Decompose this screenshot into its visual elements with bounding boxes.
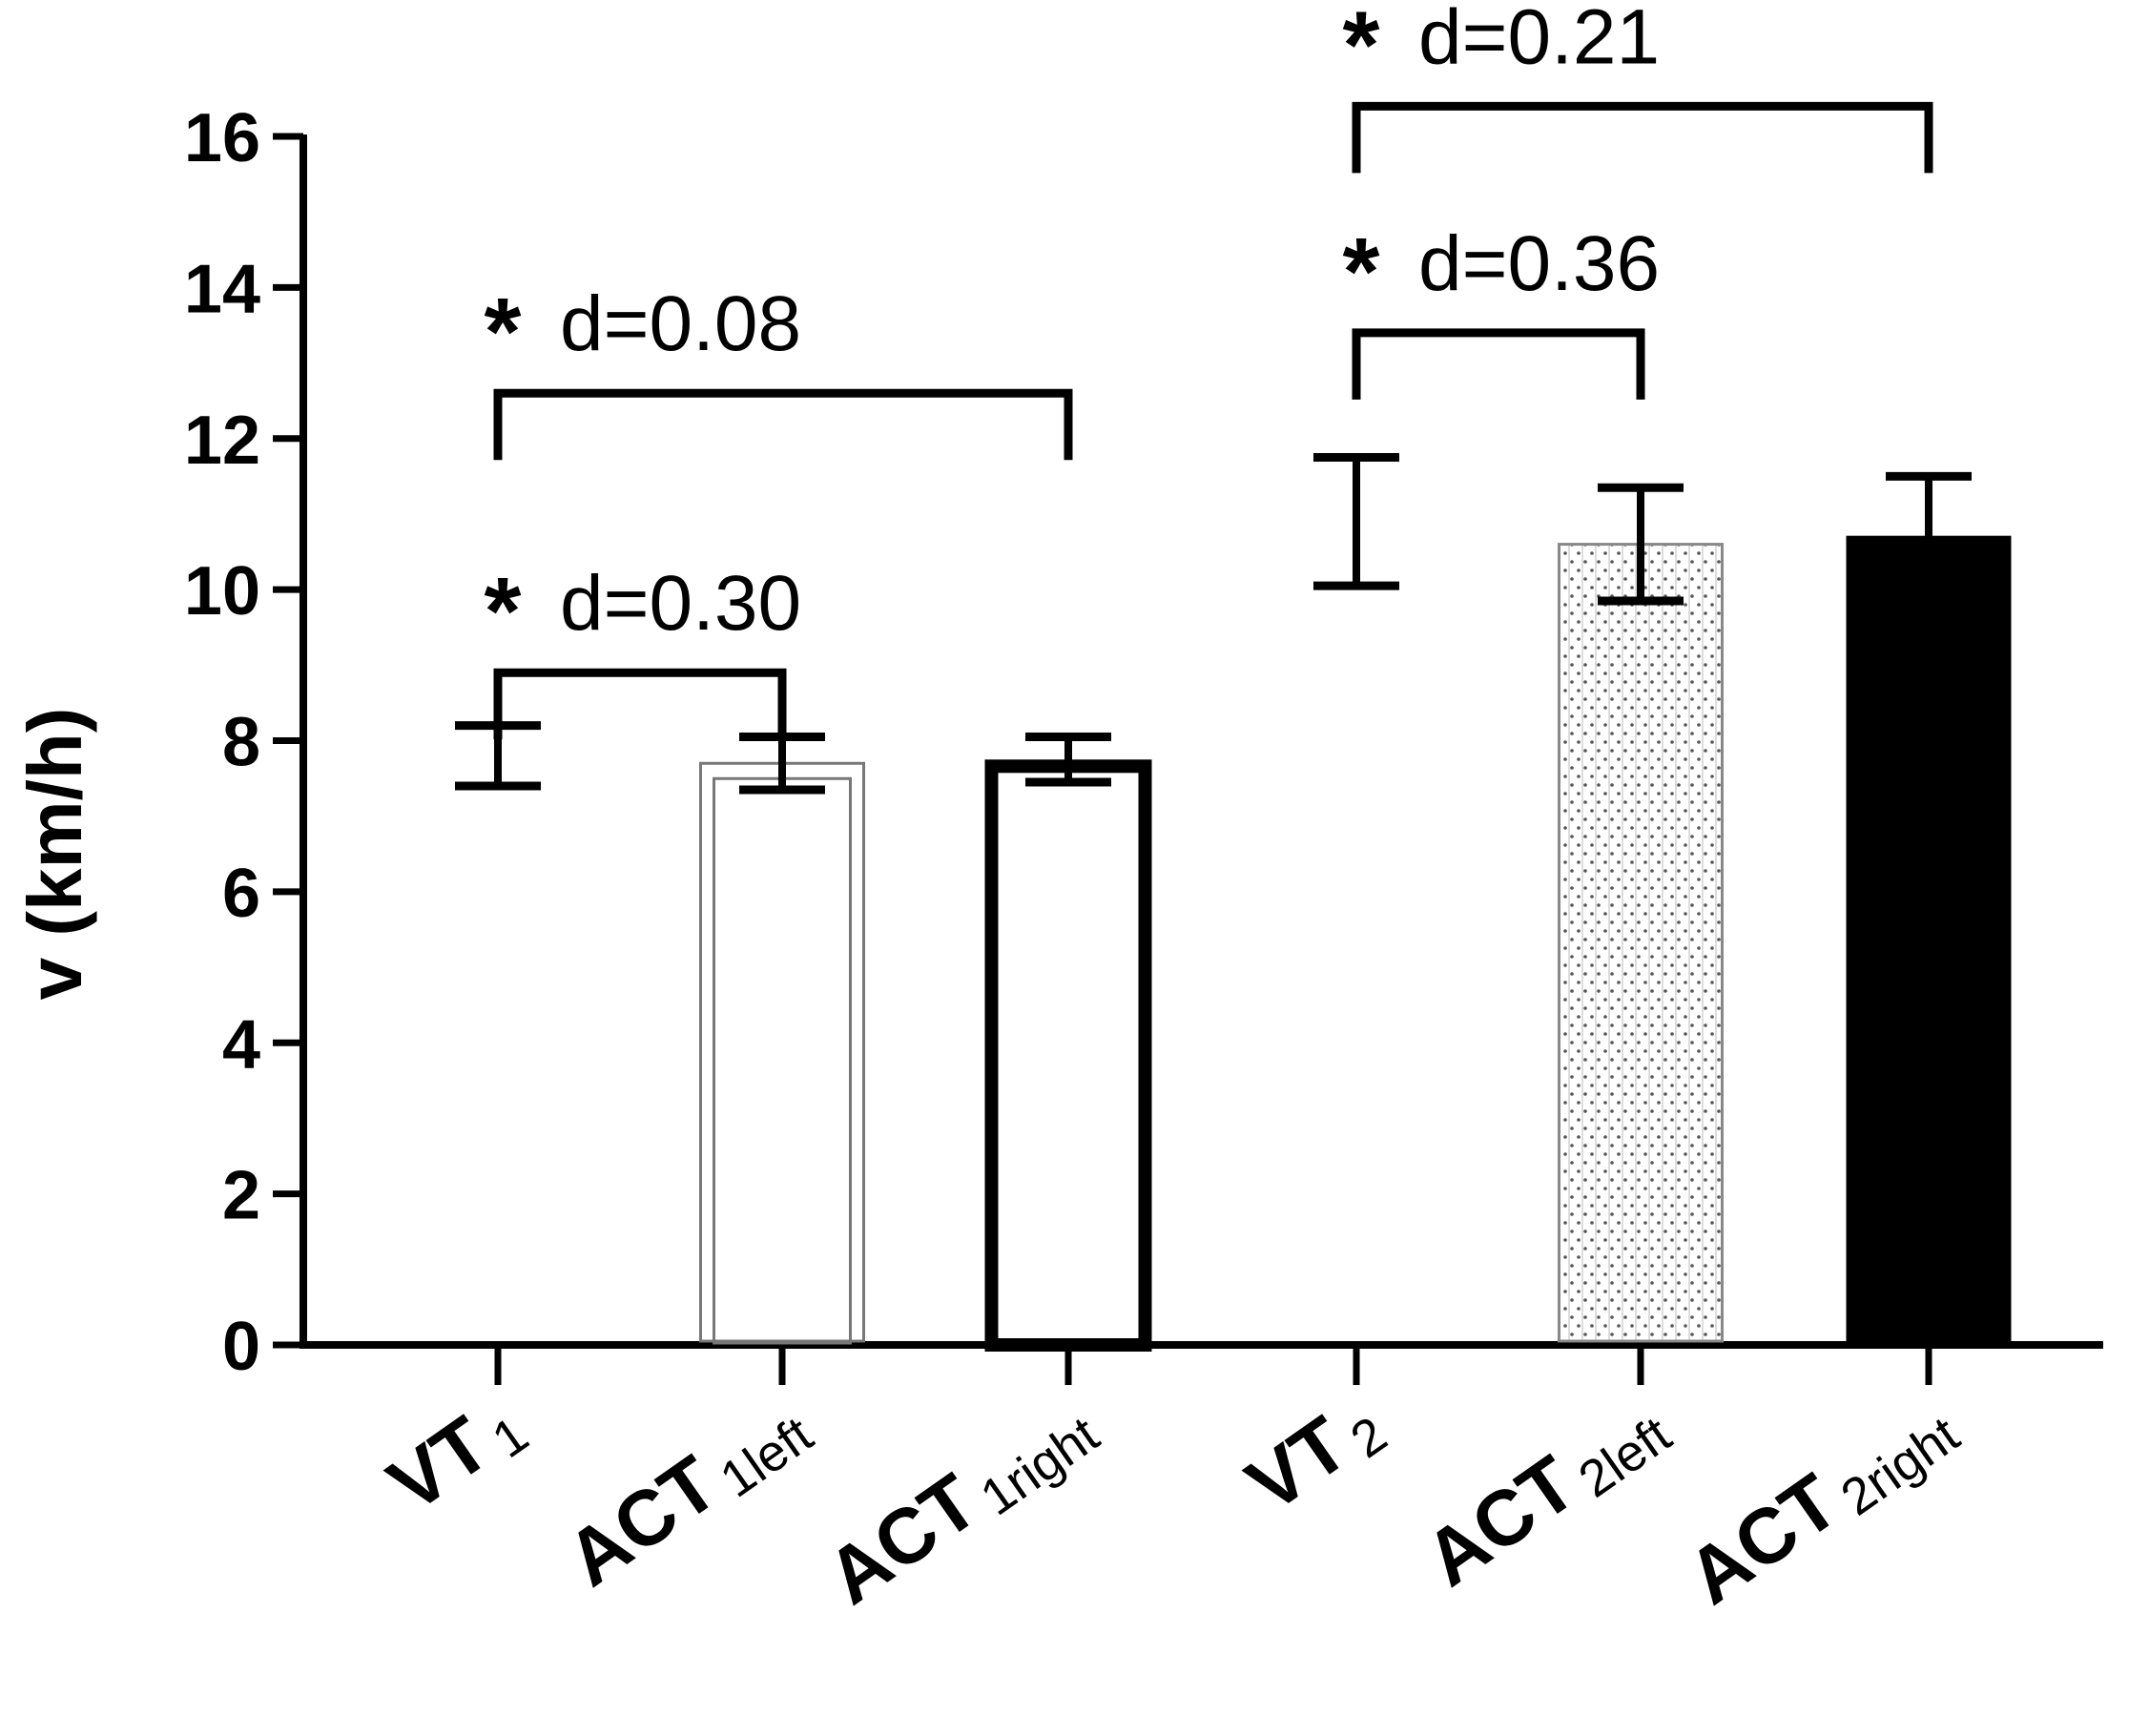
x-tick-label-main-5: ACT [1672,1457,1853,1621]
bar-act-1right [984,759,1152,1352]
effect-size-label-0: d=0.30 [560,560,801,647]
bars [415,522,2012,1352]
y-tick-label-10: 10 [184,553,260,630]
x-tick-label-main-1: ACT [551,1439,733,1602]
bracket-3 [1352,101,1933,174]
y-axis-label: v (km/h) [12,708,97,1001]
bar-vt-1 [415,755,582,1345]
y-tick-label-8: 8 [222,705,260,781]
y-tick-label-4: 4 [222,1006,260,1083]
x-tick-label-sub-4: 2left [1569,1406,1682,1509]
x-tick-label-main-4: ACT [1410,1439,1591,1602]
axes: 0 2 4 6 8 10 12 14 16 [184,100,2103,1385]
bracket-1 [493,388,1073,461]
y-tick-label-6: 6 [222,856,260,932]
x-tick-label-4: ACT2left [1410,1378,1681,1606]
bracket-0 [493,668,787,740]
significance-star-3: * [1343,0,1380,98]
x-tick-label-0: VT1 [373,1378,538,1532]
x-tick-label-sub-2: 1right [971,1406,1109,1527]
bar-vt-2 [1273,522,1440,1345]
comparison-brackets: * d=0.30 * d=0.08 * d=0.36 * d=0.21 [485,0,1933,740]
bar-act-2right [1846,535,2012,1342]
x-tick-label-5: ACT2right [1672,1378,1969,1624]
y-tick-label-0: 0 [222,1309,260,1385]
significance-star-1: * [485,279,522,385]
y-tick-label-2: 2 [222,1158,260,1234]
x-tick-label-2: ACT1right [812,1378,1108,1624]
effect-size-label-2: d=0.36 [1418,220,1660,307]
significance-star-2: * [1343,218,1380,325]
x-tick-label-3: VT2 [1231,1378,1396,1532]
x-tick-label-sub-1: 1left [711,1406,823,1509]
significance-star-0: * [485,558,522,665]
y-tick-label-14: 14 [184,251,260,327]
y-tick-label-16: 16 [184,100,260,176]
bracket-2 [1352,328,1645,400]
y-tick-label-12: 12 [184,403,260,479]
bar-act-2left [1558,543,1724,1343]
x-tick-label-sub-5: 2right [1831,1406,1970,1527]
bar-act-1left [699,761,865,1343]
effect-size-label-1: d=0.08 [560,280,801,367]
x-tick-label-1: ACT1left [551,1378,822,1606]
x-tick-label-main-2: ACT [812,1457,993,1621]
effect-size-label-3: d=0.21 [1418,0,1660,80]
